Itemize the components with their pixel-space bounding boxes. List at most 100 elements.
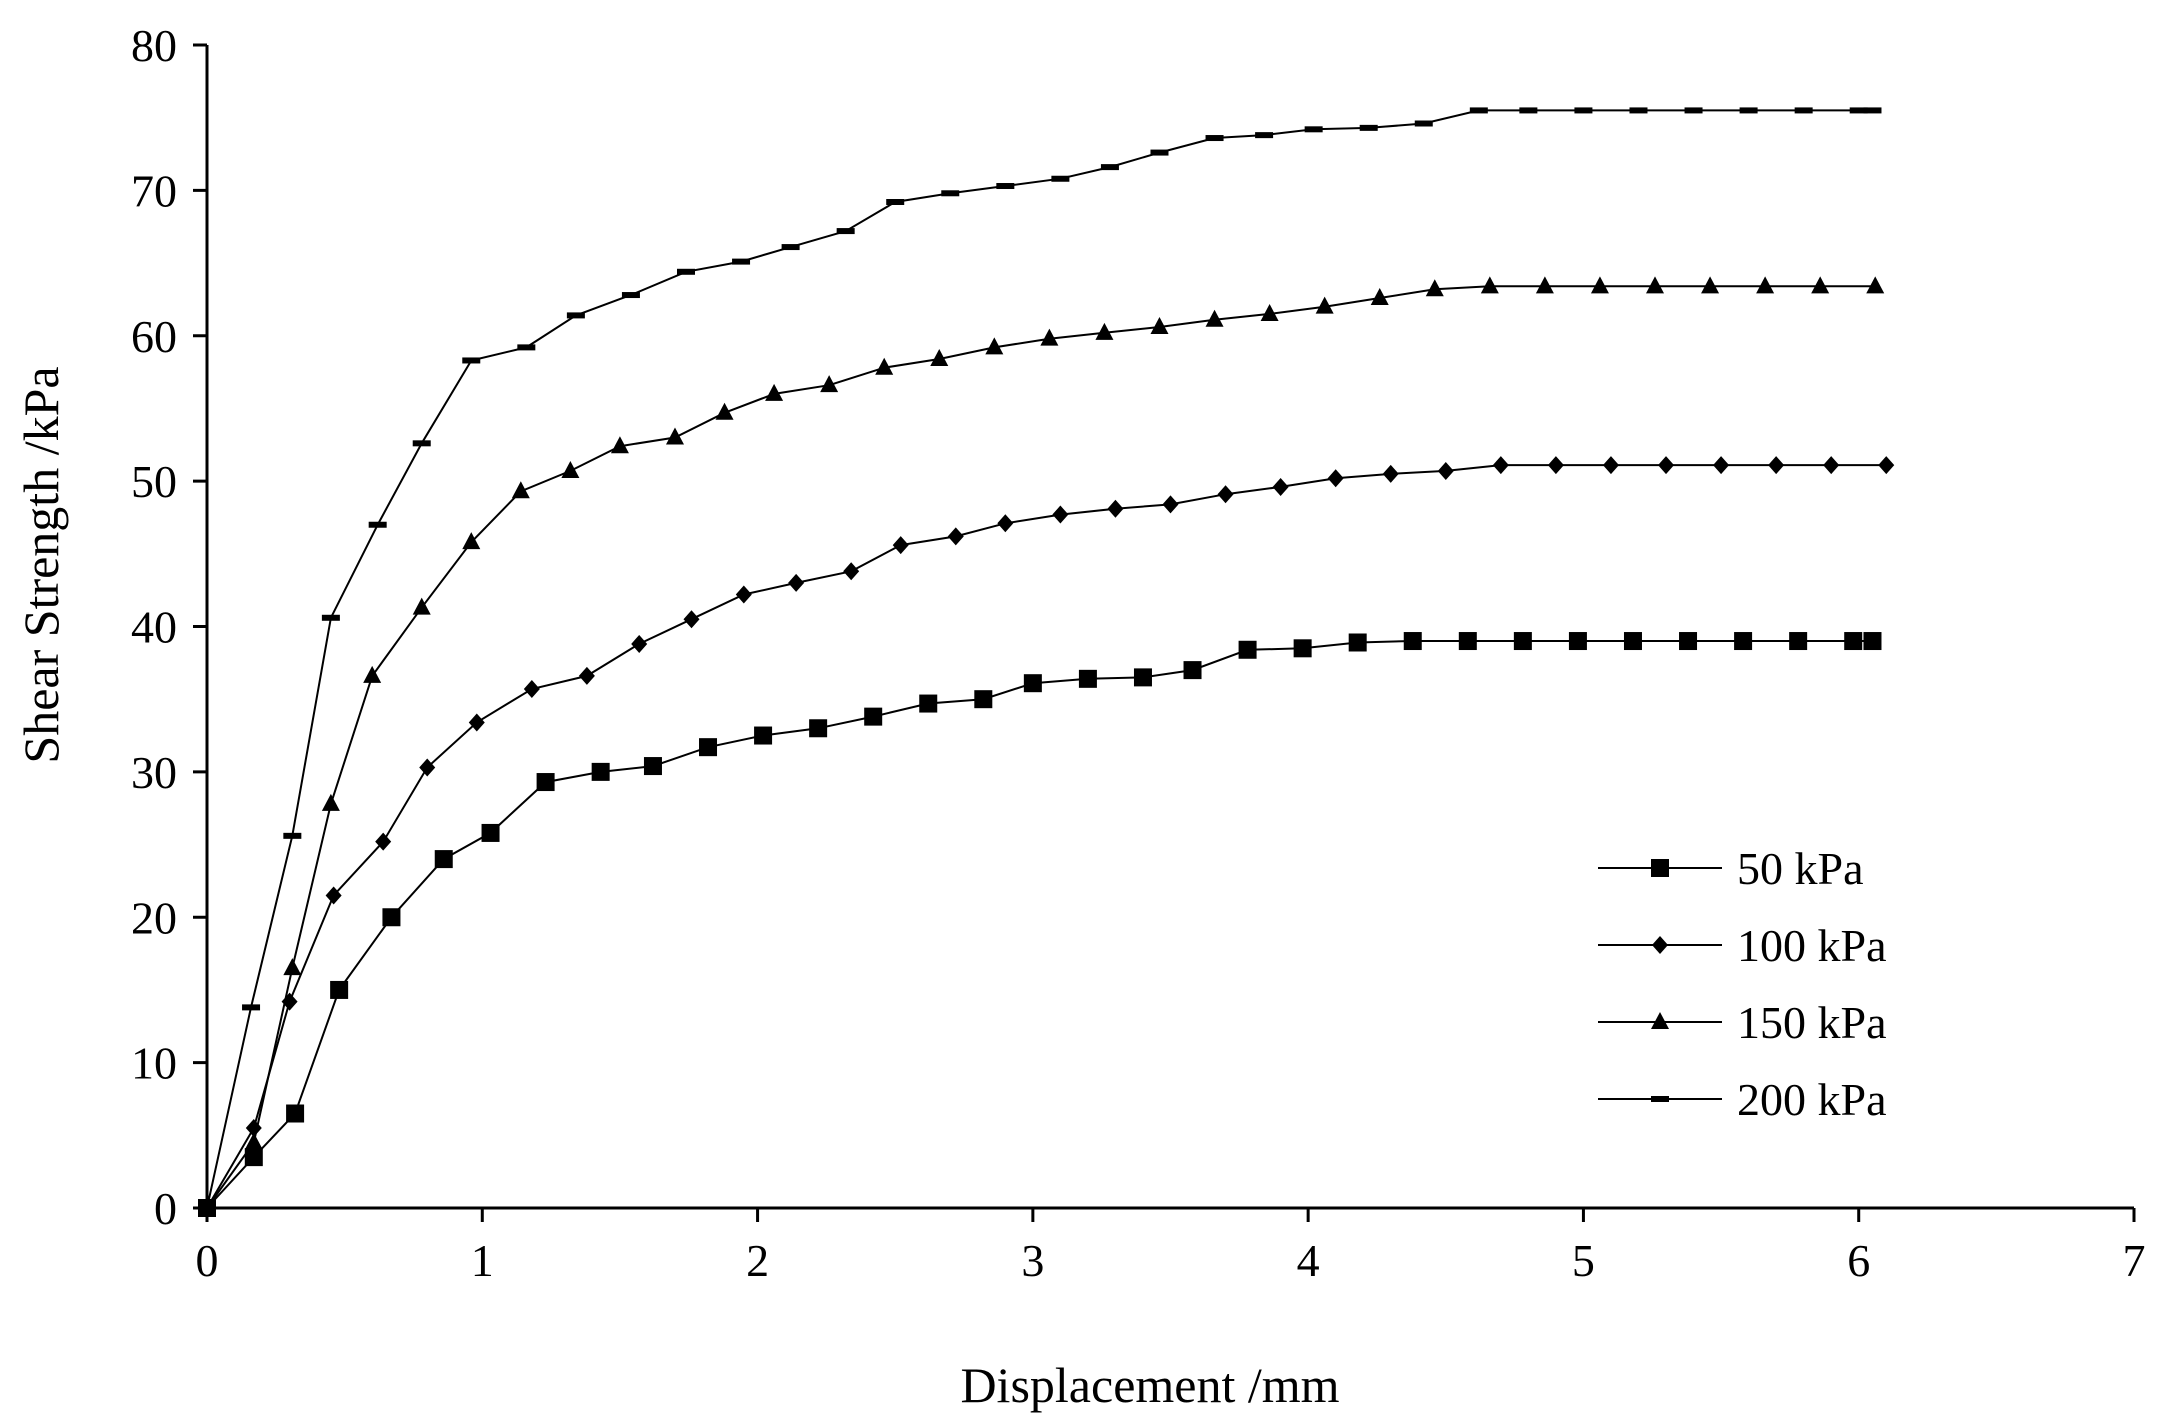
data-point: [321, 614, 340, 621]
legend-label: 150 kPa: [1737, 997, 1887, 1048]
data-point: [363, 665, 382, 683]
y-tick-label: 20: [131, 892, 177, 943]
series-line: [206, 285, 1876, 1209]
data-point: [1414, 120, 1433, 127]
y-tick-label: 0: [154, 1183, 177, 1234]
data-point: [699, 738, 718, 757]
data-point: [1844, 632, 1863, 651]
data-point: [631, 634, 648, 653]
data-point: [1734, 632, 1753, 651]
data-point: [1811, 276, 1830, 294]
data-point: [735, 585, 752, 604]
data-point: [561, 460, 580, 478]
data-point: [523, 680, 540, 699]
series-3: [198, 276, 1885, 1215]
data-point: [1370, 287, 1389, 305]
data-point: [1217, 485, 1234, 504]
legend-label: 100 kPa: [1737, 920, 1887, 971]
data-point: [1315, 296, 1334, 314]
data-point: [715, 402, 734, 420]
data-point: [1866, 276, 1885, 294]
legend-entry: 200 kPa: [1598, 1074, 1887, 1125]
data-point: [985, 337, 1004, 355]
legend-entry: 50 kPa: [1598, 843, 1864, 894]
legend-marker: [1652, 936, 1668, 954]
y-tick-label: 30: [131, 747, 177, 798]
series-line: [206, 109, 1873, 1209]
data-point: [1023, 674, 1042, 693]
x-tick-label: 3: [1021, 1235, 1044, 1286]
data-point: [1437, 461, 1454, 480]
data-point: [788, 573, 805, 592]
x-axis-ticks: 0 1 2 3 4 5 6 7: [196, 1208, 2146, 1286]
data-point: [1646, 276, 1665, 294]
data-point: [1701, 276, 1720, 294]
data-point: [1535, 276, 1554, 294]
data-point: [1480, 276, 1499, 294]
data-point: [1107, 499, 1124, 518]
data-point: [1293, 639, 1312, 658]
data-point: [974, 690, 993, 709]
legend: 50 kPa 100 kPa 150 kPa 200 kPa: [1598, 843, 1887, 1125]
data-point: [591, 762, 610, 781]
data-point: [536, 773, 555, 792]
data-point: [1458, 632, 1477, 651]
series-2: [199, 456, 1895, 1217]
data-point: [412, 597, 431, 615]
data-point: [1359, 124, 1378, 131]
data-point: [578, 666, 595, 685]
data-point: [1623, 632, 1642, 651]
data-point: [1849, 107, 1868, 114]
data-point: [283, 958, 302, 976]
x-tick-label: 7: [2123, 1235, 2146, 1286]
data-point: [468, 713, 485, 732]
data-point: [665, 427, 684, 445]
data-point: [683, 610, 700, 629]
data-point: [754, 726, 773, 745]
data-point: [368, 521, 387, 528]
data-point: [198, 1205, 216, 1211]
data-point: [1304, 126, 1323, 133]
y-tick-label: 40: [131, 602, 177, 653]
data-point: [462, 532, 481, 550]
data-point: [1863, 107, 1882, 114]
data-point: [1756, 276, 1775, 294]
data-point: [919, 694, 938, 713]
data-point: [462, 357, 481, 364]
data-point: [1205, 135, 1224, 142]
data-point: [941, 190, 960, 197]
data-point: [1789, 632, 1808, 651]
y-tick-label: 60: [131, 311, 177, 362]
data-point: [1739, 107, 1758, 114]
y-axis-title: Shear Strength /kPa: [13, 366, 69, 763]
data-point: [781, 244, 800, 251]
data-point: [930, 349, 949, 367]
data-point: [843, 562, 860, 581]
data-point: [621, 292, 640, 299]
x-tick-label: 5: [1572, 1235, 1595, 1286]
legend-entry: 150 kPa: [1598, 997, 1887, 1048]
data-point: [1519, 107, 1538, 114]
x-tick-label: 4: [1297, 1235, 1320, 1286]
data-point: [375, 832, 392, 851]
series-4: [198, 107, 1882, 1211]
data-point: [434, 850, 453, 869]
x-tick-label: 6: [1847, 1235, 1870, 1286]
data-point: [481, 823, 500, 842]
data-point: [382, 908, 401, 927]
data-point: [732, 258, 751, 265]
data-point: [1492, 456, 1509, 475]
legend-marker: [1651, 859, 1669, 877]
data-point: [1403, 632, 1422, 651]
data-point: [947, 527, 964, 546]
data-point: [1590, 276, 1609, 294]
data-point: [886, 199, 905, 206]
data-point: [1684, 107, 1703, 114]
data-point: [412, 440, 431, 447]
data-point: [1382, 464, 1399, 483]
series-line: [206, 464, 1887, 1209]
y-tick-label: 10: [131, 1038, 177, 1089]
data-point: [1574, 107, 1593, 114]
x-tick-label: 2: [746, 1235, 769, 1286]
data-point: [875, 357, 894, 375]
